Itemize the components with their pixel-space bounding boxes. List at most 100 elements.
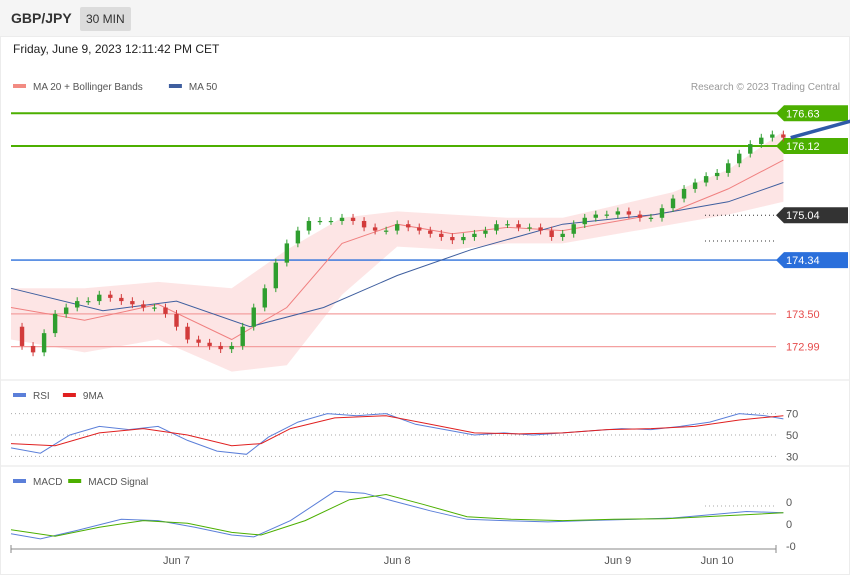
candle-body	[273, 262, 279, 289]
macd-tick-label: -0	[786, 541, 796, 553]
candle-body	[97, 294, 102, 302]
candle-body	[626, 211, 632, 215]
candle-body	[196, 339, 201, 343]
candle-body	[19, 326, 25, 346]
candle-body	[648, 217, 654, 219]
candle-body	[725, 163, 731, 173]
candle-body	[637, 214, 643, 218]
candle-body	[119, 297, 124, 302]
candle-body	[703, 176, 709, 183]
candle-body	[516, 224, 521, 228]
macd-line	[10, 490, 784, 540]
x-axis-label: Jun 9	[604, 555, 631, 567]
candle-body	[472, 233, 477, 237]
rsi-tick-label: 50	[786, 430, 798, 442]
candle-body	[406, 224, 411, 228]
last-price-tag	[776, 207, 848, 224]
bollinger-band	[11, 131, 784, 372]
candle-body	[361, 220, 367, 228]
candle-body	[582, 217, 587, 225]
legend-label: MA 50	[189, 82, 218, 93]
target-price-label: 176.63	[786, 108, 820, 120]
legend-label: 9MA	[83, 391, 104, 402]
target-price-tag	[776, 137, 848, 154]
target-price-tag	[776, 105, 848, 122]
macd-tick-label: 0	[786, 519, 792, 531]
forecast-arrow-line	[790, 119, 850, 140]
support-price-label: 173.50	[786, 309, 820, 321]
rsi-ma9-line	[10, 415, 784, 447]
candle-body	[240, 326, 245, 346]
rsi-tick-label: 70	[786, 409, 798, 421]
candle-body	[130, 301, 135, 305]
candle-body	[505, 224, 510, 226]
candle-body	[483, 230, 488, 234]
pivot-price-label: 174.34	[786, 255, 820, 267]
candle-body	[306, 220, 312, 231]
symbol-title: GBP/JPY	[11, 10, 72, 26]
candle-body	[604, 214, 610, 216]
candle-body	[737, 153, 742, 164]
candle-body	[714, 172, 720, 177]
candle-body	[63, 307, 69, 314]
candle-body	[538, 227, 543, 231]
candle-body	[152, 307, 157, 309]
candle-body	[41, 333, 47, 353]
candle-body	[781, 134, 786, 138]
candle-body	[439, 233, 444, 237]
candle-body	[174, 313, 179, 327]
macd-tick-label: 0	[786, 497, 792, 509]
x-axis-label: Jun 8	[384, 555, 411, 567]
candle-body	[450, 237, 455, 241]
candle-body	[328, 220, 334, 223]
candle-body	[52, 313, 58, 334]
candle-body	[284, 243, 290, 263]
candle-body	[692, 182, 698, 189]
candle-body	[394, 224, 400, 231]
candle-body	[759, 137, 764, 145]
candle-body	[30, 345, 36, 353]
ma50-line	[10, 182, 784, 328]
target-price-label: 176.12	[786, 141, 820, 153]
candle-body	[494, 224, 499, 231]
candle-body	[372, 227, 378, 231]
macd-signal-line	[10, 493, 784, 537]
candle-body	[108, 294, 113, 298]
candle-body	[207, 342, 212, 346]
candle-body	[141, 304, 146, 308]
x-axis-label: Jun 10	[701, 555, 734, 567]
legend-label: RSI	[33, 391, 50, 402]
timeframe-button[interactable]: 30 MIN	[80, 7, 131, 31]
candle-body	[317, 220, 323, 223]
candle-body	[670, 198, 676, 209]
rsi-tick-label: 30	[786, 451, 798, 463]
candle-body	[428, 230, 433, 234]
chart-header: GBP/JPY 30 MIN	[0, 0, 850, 36]
credit-text: Research © 2023 Trading Central	[691, 82, 840, 93]
candle-body	[229, 345, 234, 350]
candle-body	[615, 211, 621, 215]
candle-body	[262, 288, 267, 308]
candle-body	[659, 208, 665, 218]
x-axis-label: Jun 7	[163, 555, 190, 567]
candle-body	[461, 237, 466, 241]
legend-label: MA 20 + Bollinger Bands	[33, 82, 143, 93]
candle-body	[549, 230, 554, 237]
pivot-price-tag	[776, 252, 848, 269]
candle-body	[75, 301, 80, 308]
rsi-line	[10, 413, 784, 455]
legend-swatch	[62, 393, 76, 397]
candle-body	[218, 345, 223, 350]
candle-body	[185, 326, 190, 340]
legend-swatch	[168, 84, 182, 88]
candle-body	[748, 144, 753, 154]
last-price-label: 175.04	[786, 210, 820, 222]
candle-body	[86, 301, 91, 303]
legend-swatch	[13, 479, 26, 483]
candle-body	[251, 307, 256, 327]
candle-body	[527, 227, 532, 229]
candle-body	[560, 233, 565, 237]
legend-label: MACD Signal	[88, 477, 148, 488]
candle-body	[571, 224, 576, 234]
